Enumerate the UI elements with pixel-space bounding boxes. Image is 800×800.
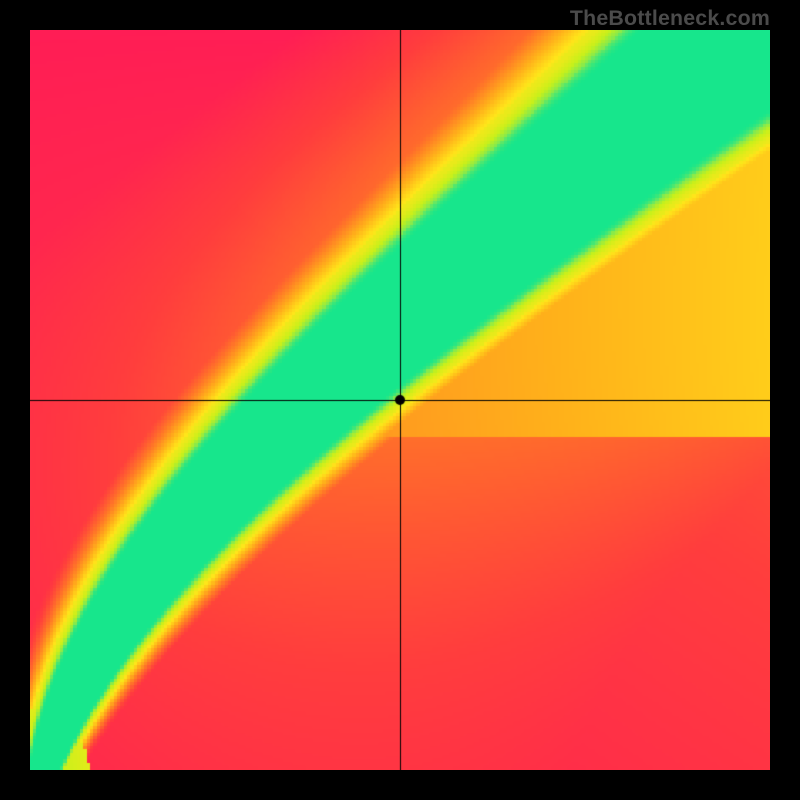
chart-frame: { "watermark": { "text": "TheBottleneck.…	[0, 0, 800, 800]
bottleneck-heatmap-canvas	[30, 30, 770, 770]
watermark-text: TheBottleneck.com	[570, 6, 770, 31]
